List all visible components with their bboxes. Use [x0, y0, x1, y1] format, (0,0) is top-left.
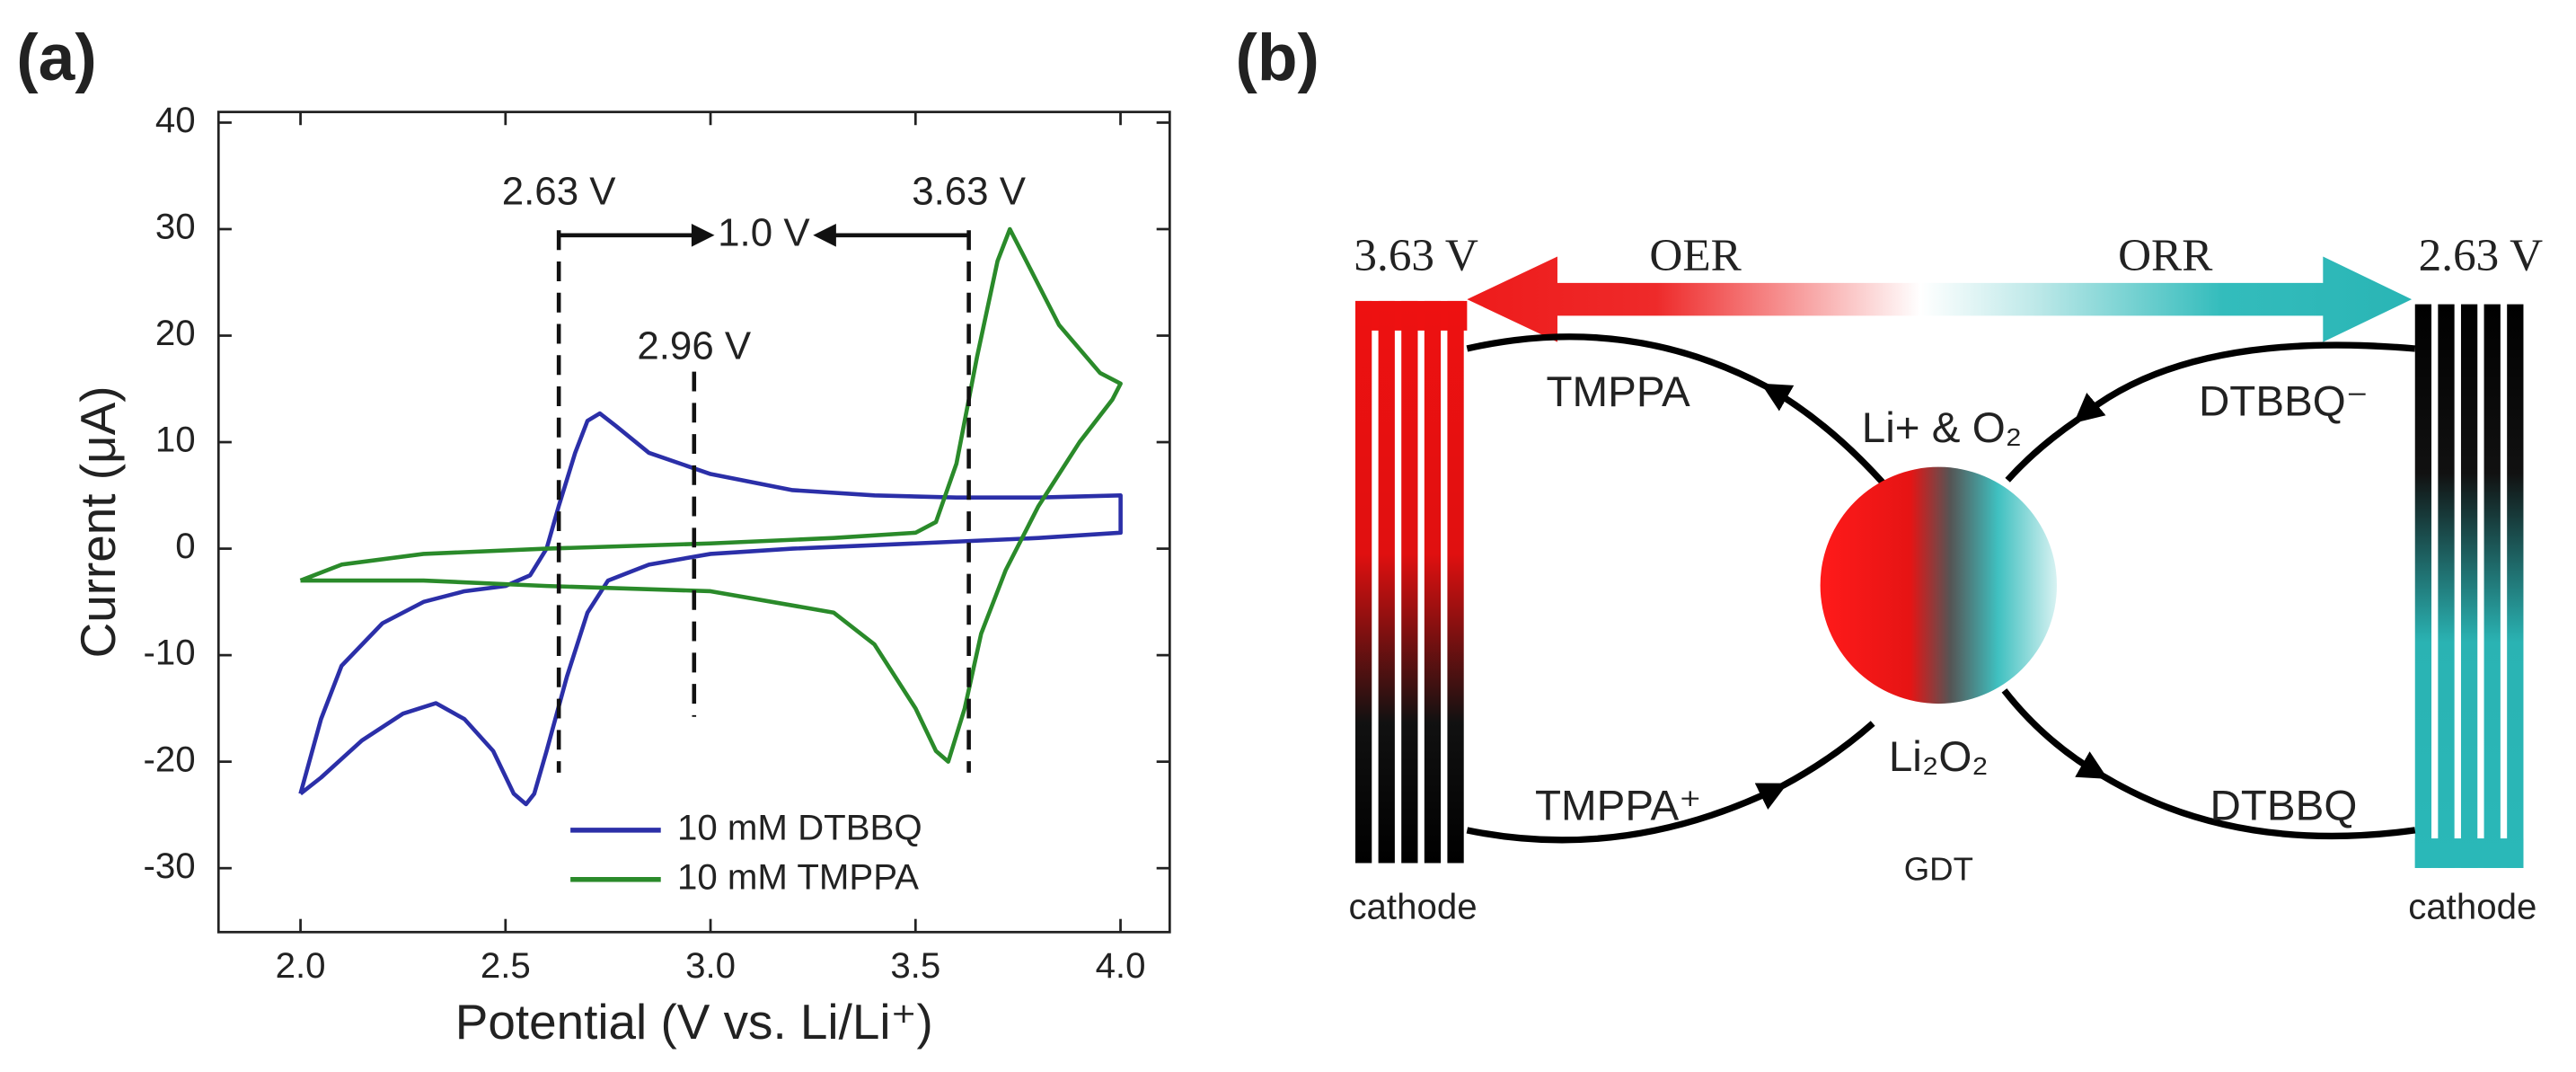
- y-axis-label: Current (μA): [70, 385, 126, 658]
- x-tick-label: 3.0: [685, 945, 736, 986]
- species-label: TMPPA⁺: [1535, 783, 1701, 830]
- electrode-label: cathode: [2408, 886, 2536, 926]
- electrode-bar: [2438, 304, 2455, 868]
- span-label: 1.0 V: [718, 210, 810, 254]
- electrode-bar: [2507, 304, 2524, 868]
- left-electrode: [1354, 300, 1468, 864]
- data-line: [299, 226, 1123, 764]
- y-tick-label: 40: [155, 100, 196, 140]
- pathway: [1760, 383, 1892, 492]
- species-label: Li+ & O₂: [1862, 404, 2022, 452]
- species-label: GDT: [1904, 850, 1973, 887]
- pathway: [2001, 688, 2108, 779]
- pathway: [2073, 341, 2416, 423]
- electrode-bar: [1401, 300, 1418, 864]
- pathways: [1466, 333, 2416, 844]
- x-tick-label: 4.0: [1096, 945, 1146, 986]
- diagram-b: (b) 3.63 V 2: [1235, 21, 2543, 926]
- electrode-bar: [2414, 304, 2432, 868]
- species-label: DTBBQ: [2210, 783, 2358, 830]
- y-tick-label: 0: [175, 526, 195, 566]
- potential-label: 3.63 V: [1354, 230, 1478, 281]
- species-label: DTBBQ⁻: [2199, 378, 2369, 426]
- electrode-bar: [2460, 304, 2478, 868]
- data-line: [298, 411, 1123, 807]
- x-tick-label: 2.0: [276, 945, 326, 986]
- legend-label: 10 mM DTBBQ: [677, 808, 922, 848]
- right-electrode: [2414, 304, 2524, 868]
- panel-label: (b): [1235, 21, 1319, 94]
- plot-frame: [216, 111, 1171, 934]
- y-tick-label: 20: [155, 313, 196, 353]
- electrode-bar: [1447, 300, 1464, 864]
- x-axis-label: Potential (V vs. Li/Li⁺): [455, 994, 933, 1050]
- oer-label: OER: [1649, 230, 1742, 281]
- marker-label: 2.63 V: [502, 170, 617, 214]
- y-tick-label: -20: [144, 739, 196, 779]
- pathway: [1466, 333, 1768, 390]
- span-arrowhead: [691, 223, 715, 247]
- y-tick-label: -30: [144, 846, 196, 886]
- species-label: TMPPA: [1547, 368, 1691, 416]
- marker-label: 2.96 V: [637, 324, 752, 368]
- y-tick-label: -10: [144, 633, 196, 673]
- electrode-bar: [1378, 300, 1395, 864]
- chart-a: -30 -20 -10 0 10 20 30 40 2.0 2.5 3.0 3.5 4.0 Potenti…: [70, 100, 1171, 1050]
- electrode-bar: [1424, 300, 1442, 864]
- orr-label: ORR: [2118, 230, 2213, 281]
- electrode-bar: [1354, 300, 1372, 864]
- gdt-sphere: [1820, 466, 2058, 704]
- y-tick-label: 10: [155, 420, 196, 460]
- pathway: [2005, 416, 2080, 483]
- panel-label: (a): [16, 21, 96, 94]
- electrode-bar: [2483, 304, 2501, 868]
- pathway: [1780, 721, 1875, 789]
- x-tick-label: 2.5: [481, 945, 531, 986]
- y-tick-label: 30: [155, 207, 196, 247]
- pathway: [1466, 783, 1788, 844]
- pathway: [2101, 773, 2416, 840]
- span-arrowhead: [813, 223, 836, 247]
- oer-orr-arrow: [1467, 256, 2413, 342]
- species-label: Li₂O₂: [1889, 733, 1989, 781]
- electrode-label: cathode: [1348, 886, 1477, 926]
- potential-label: 2.63 V: [2419, 230, 2543, 281]
- marker-label: 3.63 V: [912, 170, 1027, 214]
- legend-label: 10 mM TMPPA: [677, 856, 919, 897]
- x-tick-label: 3.5: [890, 945, 940, 986]
